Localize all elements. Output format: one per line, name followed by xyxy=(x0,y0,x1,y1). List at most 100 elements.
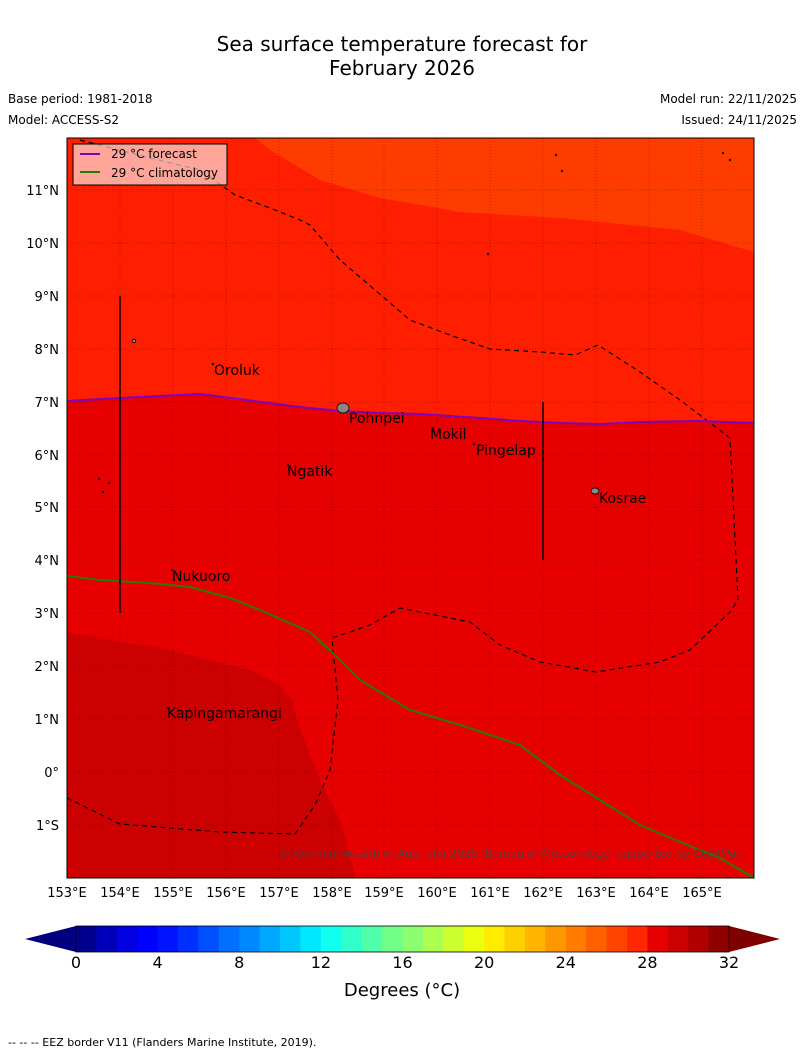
lon-label: 164°E xyxy=(629,886,669,901)
colorbar-cell xyxy=(239,926,261,952)
lat-label: 9°N xyxy=(35,290,60,305)
mokil-islet xyxy=(431,426,435,430)
colorbar-cell xyxy=(708,926,730,952)
copyright-notice: © Commonwealth of Australia 2025, Bureau… xyxy=(279,847,742,860)
lat-label: 7°N xyxy=(35,396,60,411)
place-kosrae: Kosrae xyxy=(599,491,646,507)
issued-date: Issued: 24/11/2025 xyxy=(681,113,797,127)
colorbar-ticks: 0 4 8 12 16 20 24 28 32 xyxy=(71,953,739,972)
place-pohnpei: Pohnpei xyxy=(349,411,405,427)
colorbar-tick-label: 8 xyxy=(234,953,244,972)
lat-label: 4°N xyxy=(35,554,60,569)
forecast-29c-contour xyxy=(66,392,755,426)
colorbar-cell xyxy=(463,926,485,952)
map-title-line1: Sea surface temperature forecast for xyxy=(216,32,588,56)
map-title-line2: February 2026 xyxy=(329,56,475,80)
lon-label: 159°E xyxy=(364,886,404,901)
sst-band-30 xyxy=(67,632,356,878)
colorbar-cell xyxy=(96,926,118,952)
lon-label: 161°E xyxy=(470,886,510,901)
oroluk-islet xyxy=(211,362,215,366)
colorbar-tick-label: 24 xyxy=(556,953,576,972)
colorbar-tick-label: 32 xyxy=(719,953,739,972)
eez-footnote: -- -- -- EEZ border V11 (Flanders Marine… xyxy=(8,1036,317,1049)
lat-label: 0° xyxy=(44,766,59,781)
colorbar-cell xyxy=(280,926,302,952)
lat-label: 8°N xyxy=(35,343,60,358)
colorbar-cell xyxy=(504,926,526,952)
colorbar-frame xyxy=(75,925,730,953)
colorbar: 0 4 8 12 16 20 24 28 32 xyxy=(25,925,780,972)
lat-label: 10°N xyxy=(26,237,59,252)
lon-label: 158°E xyxy=(312,886,352,901)
place-kapingamarangi: Kapingamarangi xyxy=(167,706,282,722)
eez-border-north xyxy=(67,139,739,835)
colorbar-cell xyxy=(341,926,363,952)
colorbar-cell xyxy=(586,926,608,952)
colorbar-tick-label: 28 xyxy=(637,953,657,972)
region-markers xyxy=(119,296,544,613)
place-nukuoro: Nukuoro xyxy=(172,569,230,585)
contour-lines xyxy=(66,392,755,879)
colorbar-over-arrow xyxy=(729,926,780,952)
pingelap-islet xyxy=(472,442,476,446)
colorbar-tick-label: 12 xyxy=(311,953,331,972)
colorbar-cell xyxy=(157,926,179,952)
legend-climatology-label: 29 °C climatology xyxy=(111,166,218,180)
lat-label: 1°S xyxy=(36,819,59,834)
eez-borders xyxy=(67,139,739,835)
lon-label: 155°E xyxy=(153,886,193,901)
place-pingelap: Pingelap xyxy=(476,443,536,459)
islet-shape xyxy=(560,169,564,173)
colorbar-cell xyxy=(565,926,587,952)
colorbar-cell xyxy=(484,926,506,952)
colorbar-cell xyxy=(137,926,159,952)
islet-shape xyxy=(131,338,137,344)
islet-shape xyxy=(486,252,490,256)
lon-label: 154°E xyxy=(100,886,140,901)
colorbar-cell xyxy=(606,926,628,952)
lon-label: 153°E xyxy=(47,886,87,901)
lon-label: 156°E xyxy=(206,886,246,901)
colorbar-cell xyxy=(198,926,220,952)
colorbar-cell xyxy=(259,926,281,952)
islet-shape xyxy=(721,151,725,155)
legend-forecast-label: 29 °C forecast xyxy=(111,147,197,161)
climatology-29c-contour xyxy=(66,575,755,879)
colorbar-cell xyxy=(382,926,404,952)
colorbar-cell xyxy=(116,926,138,952)
colorbar-tick-label: 0 xyxy=(71,953,81,972)
model-name: Model: ACCESS-S2 xyxy=(8,113,120,127)
colorbar-cell xyxy=(647,926,669,952)
place-labels: Oroluk Pohnpei Mokil Pingelap Ngatik Kos… xyxy=(167,363,646,722)
islet-shape xyxy=(728,158,732,162)
lat-label: 11°N xyxy=(26,184,59,199)
lat-label: 1°N xyxy=(35,713,60,728)
place-mokil: Mokil xyxy=(430,427,467,443)
lon-label: 160°E xyxy=(417,886,457,901)
place-oroluk: Oroluk xyxy=(214,363,261,379)
colorbar-tick-label: 16 xyxy=(392,953,412,972)
colorbar-cell xyxy=(443,926,465,952)
lon-label: 162°E xyxy=(523,886,563,901)
legend-box xyxy=(72,143,228,186)
colorbar-cell xyxy=(320,926,342,952)
lat-label: 6°N xyxy=(35,449,60,464)
pohnpei-island-shape xyxy=(336,402,350,414)
sst-band-27-5 xyxy=(255,138,754,252)
model-run-date: Model run: 22/11/2025 xyxy=(659,92,797,106)
colorbar-tick-label: 20 xyxy=(474,953,494,972)
sst-field xyxy=(67,138,754,878)
colorbar-cells xyxy=(76,926,730,952)
base-period: Base period: 1981-2018 xyxy=(8,92,153,106)
colorbar-cell xyxy=(178,926,200,952)
colorbar-cell xyxy=(545,926,567,952)
colorbar-cell xyxy=(667,926,689,952)
colorbar-cell xyxy=(361,926,383,952)
lat-axis-labels: 11°N 10°N 9°N 8°N 7°N 6°N 5°N 4°N 3°N 2°… xyxy=(26,184,59,834)
colorbar-cell xyxy=(524,926,546,952)
colorbar-cell xyxy=(300,926,322,952)
colorbar-cell xyxy=(402,926,424,952)
colorbar-under-arrow xyxy=(25,926,76,952)
colorbar-tick-label: 4 xyxy=(153,953,163,972)
